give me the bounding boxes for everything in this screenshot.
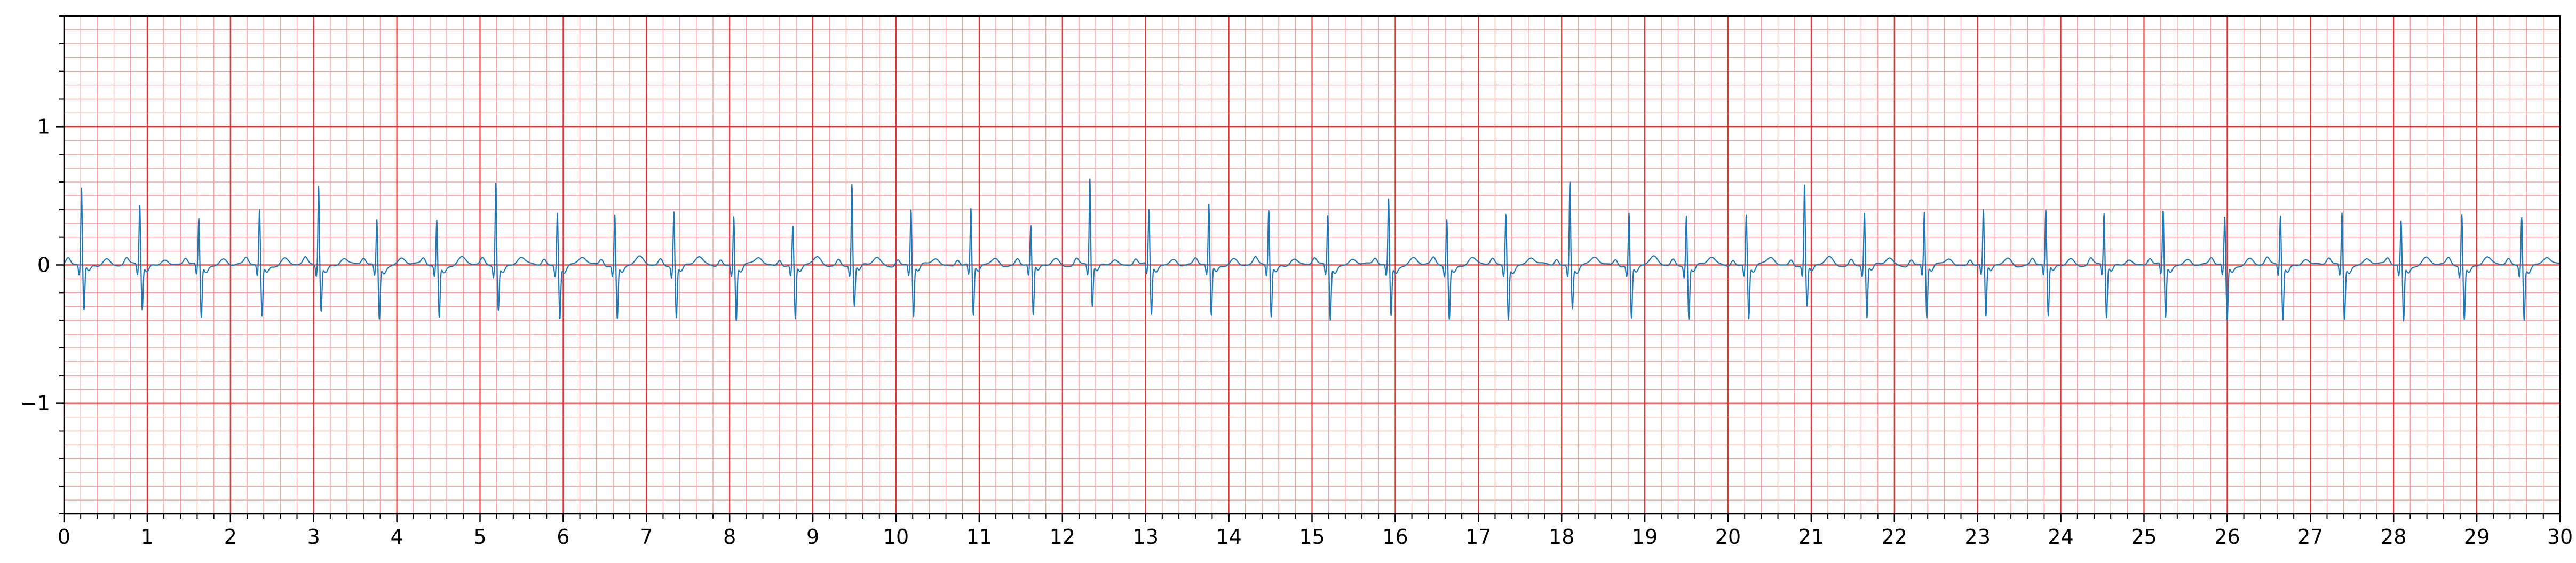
- x-tick-label: 8: [723, 525, 736, 549]
- x-tick-label: 10: [883, 525, 909, 549]
- x-axis: 0 1 2 3 4 5 6 7 8 9 10 11 12 13 14 15 16 17 18 19 20 21 22 23 24…: [58, 514, 2573, 549]
- x-tick-label: 18: [1549, 525, 1574, 549]
- y-tick-label: −1: [20, 392, 50, 415]
- x-tick-label: 12: [1050, 525, 1075, 549]
- x-tick-label: 30: [2547, 525, 2573, 549]
- y-tick-label: 1: [37, 115, 50, 138]
- x-tick-label: 20: [1715, 525, 1741, 549]
- x-tick-label: 28: [2381, 525, 2406, 549]
- x-tick-label: 23: [1965, 525, 1991, 549]
- x-tick-label: 24: [2048, 525, 2073, 549]
- x-tick-label: 26: [2214, 525, 2240, 549]
- x-tick-label: 25: [2131, 525, 2157, 549]
- x-tick-label: 7: [640, 525, 653, 549]
- x-tick-label: 16: [1382, 525, 1408, 549]
- x-tick-label: 1: [141, 525, 154, 549]
- x-tick-label: 21: [1798, 525, 1824, 549]
- x-tick-label: 4: [391, 525, 403, 549]
- ecg-signal-layer: [64, 178, 2561, 322]
- x-tick-label: 29: [2464, 525, 2490, 549]
- x-tick-label: 0: [58, 525, 70, 549]
- x-tick-label: 15: [1299, 525, 1325, 549]
- x-tick-label: 14: [1216, 525, 1241, 549]
- x-tick-label: 27: [2297, 525, 2323, 549]
- x-tick-label: 22: [1882, 525, 1907, 549]
- y-tick-label: 0: [37, 253, 50, 277]
- ecg-series-line: [64, 178, 2561, 322]
- x-tick-label: 17: [1465, 525, 1491, 549]
- x-tick-label: 2: [224, 525, 237, 549]
- x-tick-label: 13: [1133, 525, 1159, 549]
- y-axis: −1 0 1: [20, 15, 64, 514]
- x-tick-label: 3: [307, 525, 320, 549]
- x-tick-label: 6: [557, 525, 569, 549]
- major-grid: [63, 16, 2561, 514]
- x-tick-label: 9: [806, 525, 819, 549]
- x-tick-label: 11: [966, 525, 992, 549]
- x-tick-label: 19: [1632, 525, 1658, 549]
- x-tick-label: 5: [473, 525, 486, 549]
